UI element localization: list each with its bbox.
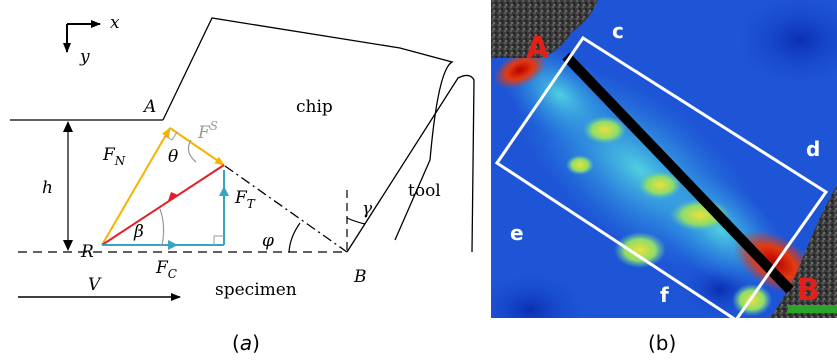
angle-theta-label: θ <box>168 147 178 167</box>
panel-a-caption: (a) <box>232 331 260 355</box>
right-angle-marker-a <box>164 131 178 141</box>
point-r-label: R <box>80 242 94 262</box>
right-angle-marker-b <box>213 235 224 245</box>
corner-f-label: f <box>660 283 669 307</box>
panel-a: x y chip tool h V specimen A B R <box>10 13 475 355</box>
x-axis-label: x <box>110 13 120 33</box>
velocity-label: V <box>88 275 102 295</box>
force-resultant-arrow <box>101 164 225 246</box>
tool-outline <box>346 74 475 253</box>
panel-b-caption: (b) <box>648 331 676 355</box>
shear-plane <box>224 165 348 253</box>
angle-phi-label: φ <box>262 231 274 251</box>
force-normal-label: FN <box>102 145 126 168</box>
point-a-label: A <box>142 97 156 117</box>
force-normal-head-line <box>169 127 225 166</box>
panel-b: A B c d e f <box>491 0 837 318</box>
chip-label: chip <box>296 97 333 117</box>
point-a-marker: A <box>526 31 550 66</box>
shear-band-line <box>562 52 794 294</box>
chip-grey-region <box>491 0 598 58</box>
point-b-label: B <box>353 267 367 287</box>
tool-label: tool <box>408 181 441 201</box>
force-thrust-mid-arrowhead <box>219 186 229 196</box>
angle-gamma-arc <box>346 217 366 225</box>
force-thrust-label: FT <box>234 188 256 211</box>
specimen-label: specimen <box>215 280 297 300</box>
analysis-region-box <box>494 35 829 318</box>
angle-beta-arc <box>159 208 165 246</box>
corner-d-label: d <box>806 137 820 161</box>
force-cutting-label: FC <box>155 258 177 281</box>
angle-beta-label: β <box>133 222 144 242</box>
y-axis-label: y <box>79 47 90 67</box>
axis-indicator: x y <box>63 13 120 67</box>
force-shear-label: FS <box>197 119 218 143</box>
depth-dimension: h <box>42 121 73 251</box>
tool-green-strip <box>788 305 837 313</box>
angle-gamma-label: γ <box>362 199 373 219</box>
angle-theta-arc <box>187 139 197 163</box>
depth-label: h <box>42 178 53 198</box>
angle-phi-arc <box>288 222 301 253</box>
corner-c-label: c <box>612 19 624 43</box>
force-normal-arrow <box>101 127 171 246</box>
force-cutting-mid-arrowhead <box>168 240 178 250</box>
point-b-marker: B <box>797 273 820 308</box>
force-resultant-mid-arrowhead <box>168 192 178 201</box>
tool-grey-region <box>770 185 837 318</box>
corner-e-label: e <box>510 221 524 245</box>
